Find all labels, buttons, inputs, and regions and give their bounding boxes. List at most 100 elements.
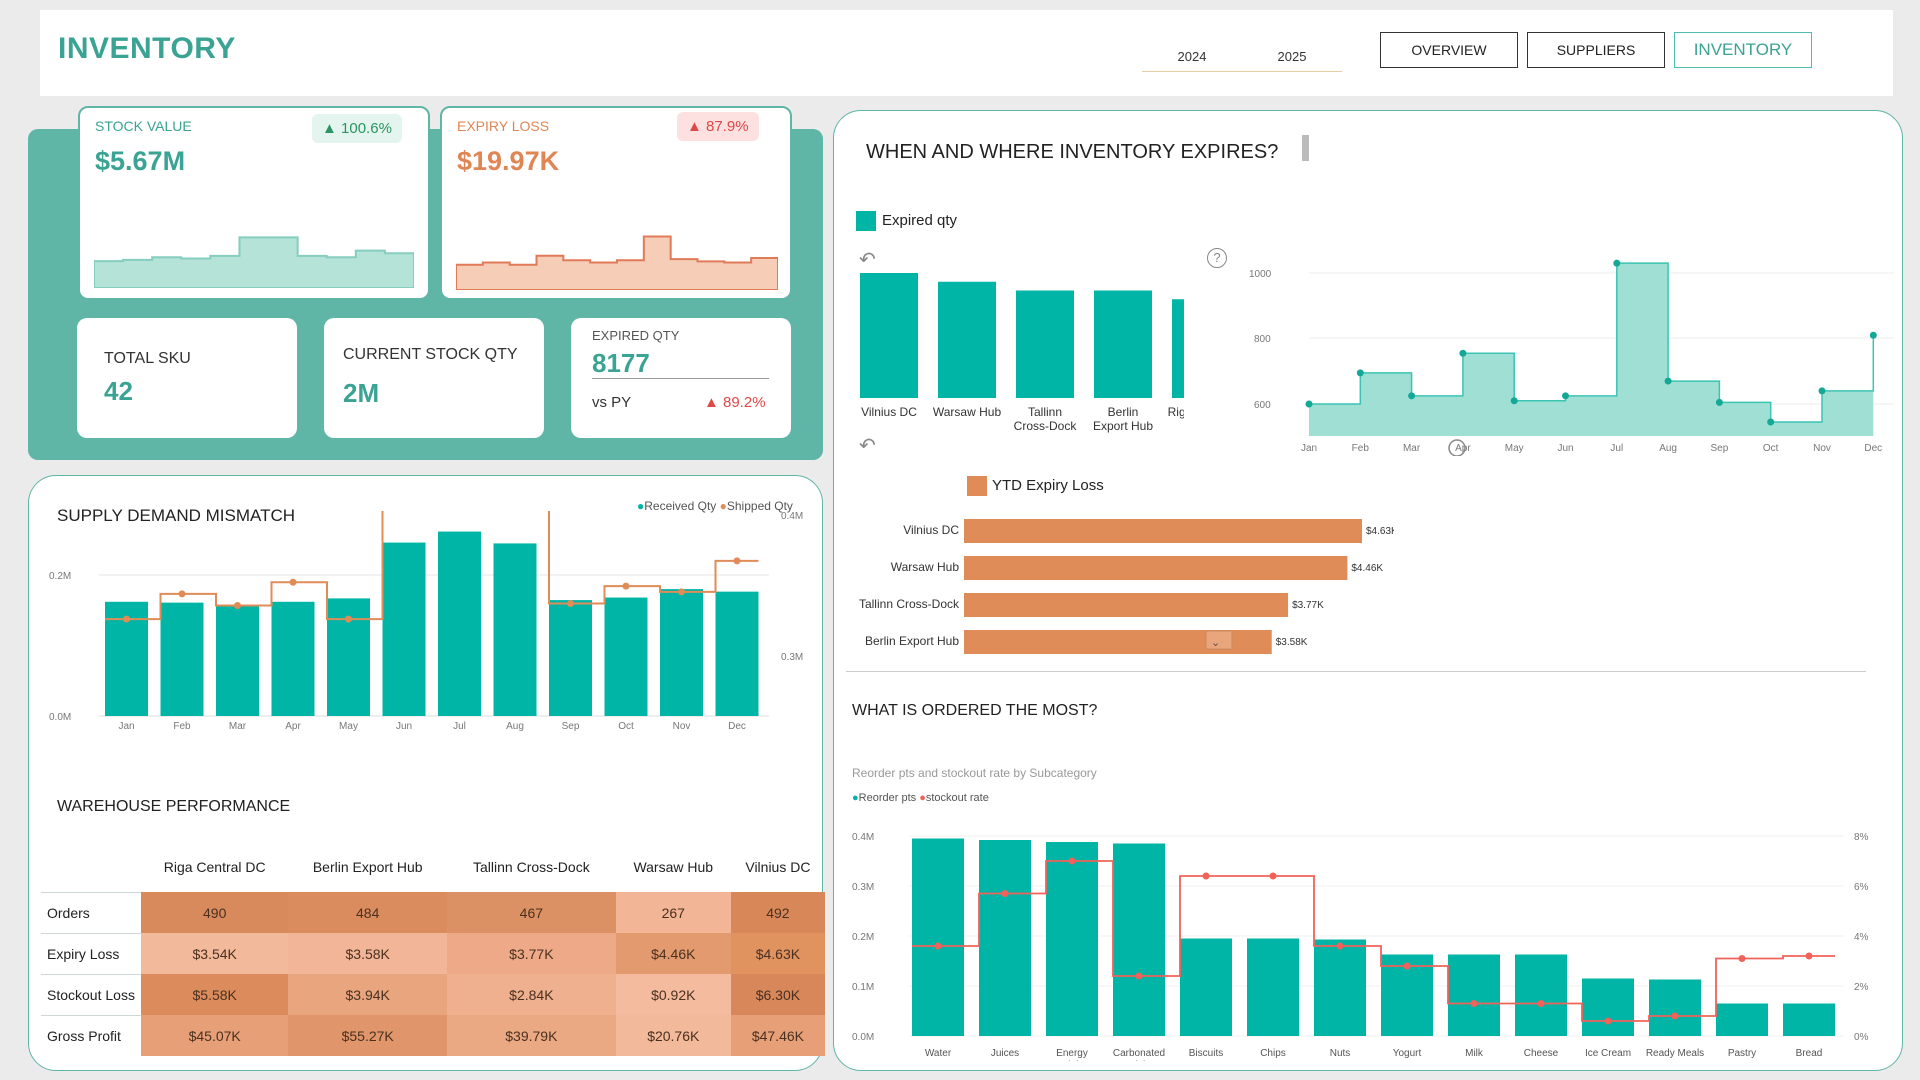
x-tick: Jan bbox=[118, 721, 134, 732]
bar bbox=[964, 593, 1289, 617]
scroll-handle[interactable] bbox=[1302, 135, 1309, 161]
expired-qty-value: 8177 bbox=[592, 348, 650, 378]
dropdown-handle[interactable] bbox=[1205, 630, 1233, 650]
x-tick: Feb bbox=[1352, 443, 1370, 454]
point bbox=[1767, 418, 1775, 426]
shipped-point bbox=[178, 590, 186, 598]
x-tick: Nov bbox=[673, 721, 691, 732]
y-right-tick: 4% bbox=[1854, 932, 1869, 943]
heatmap-cell[interactable]: $4.46K bbox=[615, 933, 731, 974]
heatmap-cell[interactable]: $3.94K bbox=[288, 974, 447, 1015]
heatmap-cell[interactable]: $3.54K bbox=[141, 933, 289, 974]
heatmap-cell[interactable]: 267 bbox=[615, 892, 731, 933]
total-sku-card[interactable]: TOTAL SKU 42 bbox=[77, 318, 297, 438]
heatmap-cell[interactable]: $6.30K bbox=[730, 974, 825, 1015]
column-header[interactable]: Tallinn Cross-Dock bbox=[473, 859, 590, 875]
stockout-point bbox=[1403, 962, 1411, 970]
legend-dot-icon: ● bbox=[919, 792, 926, 804]
table-header-row: Riga Central DC Berlin Export Hub Tallin… bbox=[41, 842, 825, 892]
legend-swatch bbox=[967, 476, 987, 496]
table-row: Expiry Loss $3.54K $3.58K $3.77K $4.46K $4.63… bbox=[41, 932, 825, 974]
heatmap-cell[interactable]: $39.79K bbox=[447, 1015, 616, 1056]
row-label: Expiry Loss bbox=[41, 932, 141, 974]
suppliers-nav-button[interactable]: SUPPLIERS bbox=[1527, 32, 1665, 68]
x-tick: Apr bbox=[1455, 443, 1471, 454]
inventory-nav-button[interactable]: INVENTORY bbox=[1674, 32, 1812, 68]
y-tick: 600 bbox=[1254, 400, 1271, 411]
heatmap-cell[interactable]: $20.76K bbox=[615, 1015, 731, 1056]
point bbox=[1664, 377, 1672, 385]
expiry-loss-card[interactable]: EXPIRY LOSS $19.97K ▲ 87.9% bbox=[440, 106, 792, 300]
x-tick: Feb bbox=[173, 721, 191, 732]
heatmap-cell[interactable]: $45.07K bbox=[141, 1015, 289, 1056]
x-tick: Mar bbox=[1403, 443, 1421, 454]
y-right-tick: 2% bbox=[1854, 982, 1869, 993]
shipped-point bbox=[678, 588, 685, 596]
expired-qty-card[interactable]: EXPIRED QTY 8177 vs PY ▲ 89.2% bbox=[571, 318, 791, 438]
heatmap-cell[interactable]: 484 bbox=[288, 892, 447, 933]
year-2024-button[interactable]: 2024 bbox=[1142, 42, 1242, 72]
undo-icon[interactable]: ↶ bbox=[859, 435, 876, 457]
legend-dot-icon: ● bbox=[719, 499, 727, 513]
undo-icon[interactable]: ↶ bbox=[859, 249, 876, 271]
column-header[interactable]: Berlin Export Hub bbox=[312, 859, 423, 875]
heatmap-cell[interactable]: $3.58K bbox=[288, 933, 447, 974]
y-left-tick: 0.1M bbox=[852, 982, 874, 993]
expiry-loss-sparkline bbox=[456, 235, 778, 290]
bar bbox=[1783, 1003, 1835, 1036]
shipped-point bbox=[733, 557, 741, 565]
row-label: Gross Profit bbox=[41, 1014, 141, 1056]
bar bbox=[1582, 978, 1634, 1036]
supply-demand-chart: 0.2M 0.0M 0.4M 0.3M Jan Feb Mar Apr May Jun Ju… bbox=[49, 511, 803, 732]
x-tick: Apr bbox=[285, 721, 301, 732]
bar bbox=[1314, 939, 1366, 1036]
drill-icon[interactable] bbox=[1448, 439, 1466, 456]
supply-demand-legend: ●Received Qty ●Shipped Qty bbox=[637, 499, 793, 513]
heatmap-cell[interactable]: 490 bbox=[141, 892, 289, 933]
chevron-down-icon[interactable]: ⌄ bbox=[1211, 637, 1220, 649]
column-header[interactable]: Warsaw Hub bbox=[633, 859, 714, 875]
data-label: $4.46K bbox=[1351, 563, 1383, 574]
y-tick: Tallinn Cross-Dock bbox=[859, 597, 960, 611]
expired-qty-label: EXPIRED QTY bbox=[592, 328, 680, 343]
stockout-point bbox=[1671, 1012, 1679, 1020]
x-tick: Jan bbox=[1301, 443, 1317, 454]
bar bbox=[382, 542, 426, 716]
expired-area bbox=[1309, 263, 1874, 436]
y-tick: Vilnius DC bbox=[903, 523, 959, 537]
y-right-tick: 6% bbox=[1854, 882, 1869, 893]
x-tick: Sep bbox=[562, 721, 580, 732]
x-tick: Nov bbox=[1813, 443, 1831, 454]
point bbox=[1408, 392, 1416, 400]
column-header[interactable]: Vilnius DC bbox=[745, 859, 811, 875]
column-header[interactable]: Riga Central DC bbox=[163, 859, 266, 875]
y-left-tick: 0.4M bbox=[852, 832, 874, 843]
legend-dot-icon: ● bbox=[852, 792, 859, 804]
point bbox=[1869, 331, 1877, 339]
legend-expired-qty: Expired qty bbox=[882, 212, 958, 229]
x-tick: Yogurt bbox=[1393, 1048, 1422, 1059]
expiry-loss-area bbox=[456, 235, 778, 290]
ytd-expiry-loss-chart: Vilnius DC $4.63K Warsaw Hub $4.46K Tallinn … bbox=[859, 519, 1394, 654]
y-right-tick: 0.4M bbox=[781, 511, 803, 522]
current-stock-card[interactable]: CURRENT STOCK QTY 2M bbox=[324, 318, 544, 438]
heatmap-cell[interactable]: $0.92K bbox=[615, 974, 731, 1015]
heatmap-cell[interactable]: $4.63K bbox=[730, 933, 825, 974]
up-arrow-icon: ▲ bbox=[704, 394, 719, 411]
heatmap-cell[interactable]: 467 bbox=[447, 892, 616, 933]
heatmap-cell[interactable]: $2.84K bbox=[447, 974, 616, 1015]
vs-py-label: vs PY bbox=[592, 394, 632, 411]
stock-value-card[interactable]: STOCK VALUE $5.67M ▲ 100.6% bbox=[78, 106, 430, 300]
heatmap-cell[interactable]: $3.77K bbox=[447, 933, 616, 974]
heatmap-cell[interactable]: 492 bbox=[730, 892, 825, 933]
bar bbox=[604, 597, 648, 716]
heatmap-cell[interactable]: $55.27K bbox=[288, 1015, 447, 1056]
heatmap-cell[interactable]: $5.58K bbox=[141, 974, 289, 1015]
y-tick: 1000 bbox=[1249, 269, 1272, 280]
x-tick: Drinks bbox=[1125, 1060, 1153, 1061]
help-icon[interactable]: ? bbox=[1207, 248, 1227, 268]
year-2025-button[interactable]: 2025 bbox=[1242, 42, 1342, 72]
table-row: Stockout Loss $5.58K $3.94K $2.84K $0.92K $6.… bbox=[41, 973, 825, 1015]
overview-nav-button[interactable]: OVERVIEW bbox=[1380, 32, 1518, 68]
heatmap-cell[interactable]: $47.46K bbox=[730, 1015, 825, 1056]
